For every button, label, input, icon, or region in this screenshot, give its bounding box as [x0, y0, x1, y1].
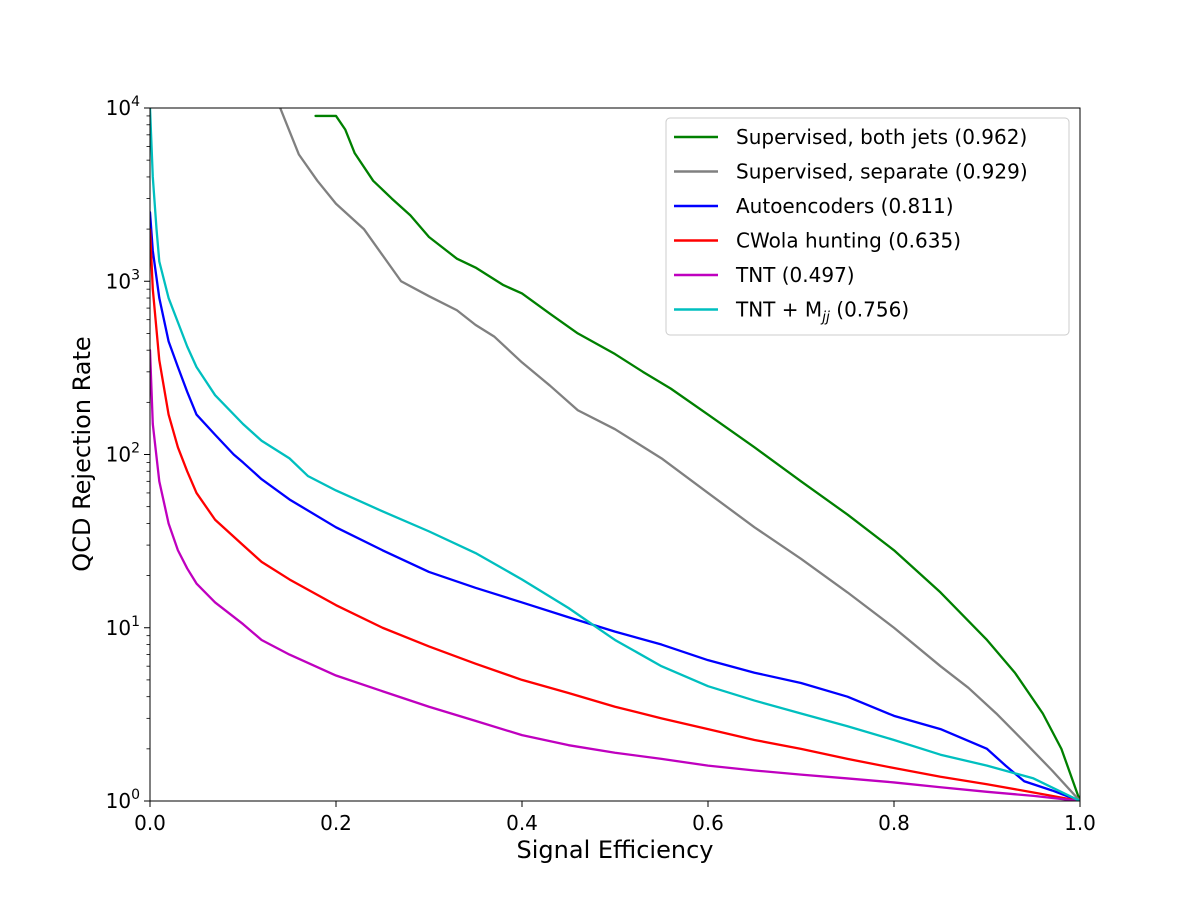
- x-tick-label: 0.4: [506, 811, 538, 835]
- y-tick-label: 101: [106, 614, 140, 640]
- x-tick-label: 0.2: [320, 811, 352, 835]
- y-tick-label: 102: [106, 441, 140, 467]
- legend-label-2: Supervised, separate (0.929): [736, 160, 1028, 184]
- series-line-6: [150, 108, 1080, 801]
- series-line-3: [150, 211, 1080, 801]
- series-layer: [150, 108, 1080, 801]
- series-line-4: [150, 227, 1080, 801]
- legend: Supervised, both jets (0.962) Supervised,…: [665, 117, 1070, 336]
- legend-label-6: TNT + Mjj (0.756): [735, 298, 909, 326]
- legend-label-4: CWola hunting (0.635): [736, 229, 961, 253]
- y-tick-label: 103: [106, 267, 140, 293]
- y-tick-exponent: 1: [131, 614, 140, 630]
- series-line-5: [150, 349, 1080, 801]
- y-tick-exponent: 2: [131, 441, 140, 457]
- x-tick-label: 0.0: [134, 811, 166, 835]
- y-tick-base: 10: [106, 96, 131, 120]
- y-tick-base: 10: [106, 616, 131, 640]
- y-tick-exponent: 4: [131, 94, 140, 110]
- x-tick-label: 0.6: [692, 811, 724, 835]
- x-axis-title: Signal Efficiency: [517, 836, 714, 864]
- legend-label-5: TNT (0.497): [735, 263, 855, 287]
- y-axis-title: QCD Rejection Rate: [68, 336, 96, 571]
- y-tick-base: 10: [106, 443, 131, 467]
- y-tick-base: 10: [106, 269, 131, 293]
- x-tick-label: 0.8: [878, 811, 910, 835]
- y-tick-label: 104: [106, 94, 140, 120]
- series-line-1: [314, 114, 1080, 801]
- series-line-2: [279, 108, 1080, 801]
- y-tick-label: 100: [106, 787, 140, 813]
- legend-label-3: Autoencoders (0.811): [736, 194, 954, 218]
- y-tick-exponent: 0: [131, 787, 140, 803]
- y-tick-base: 10: [106, 789, 131, 813]
- x-tick-label: 1.0: [1064, 811, 1096, 835]
- legend-box: [665, 117, 1070, 336]
- legend-label-1: Supervised, both jets (0.962): [736, 125, 1027, 149]
- y-tick-exponent: 3: [131, 267, 140, 283]
